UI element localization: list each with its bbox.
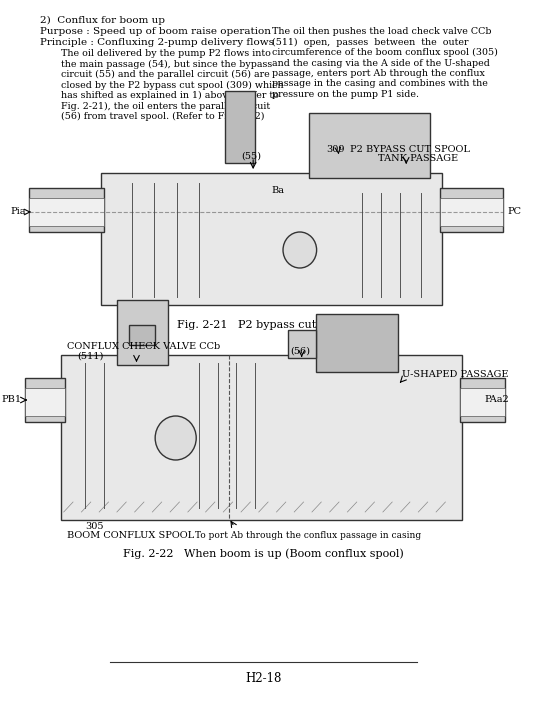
Text: (55): (55) (241, 152, 261, 161)
Bar (101, 173, 441, 305)
Text: passage in the casing and combines with the: passage in the casing and combines with … (272, 80, 488, 88)
Text: passage, enters port Ab through the conflux: passage, enters port Ab through the conf… (272, 69, 485, 78)
Text: Ba: Ba (272, 186, 285, 195)
Circle shape (155, 416, 196, 460)
Circle shape (283, 232, 316, 268)
Text: 2)  Conflux for boom up: 2) Conflux for boom up (40, 16, 165, 25)
Text: (56) from travel spool. (Refer to Fig. 2-22): (56) from travel spool. (Refer to Fig. 2… (61, 112, 265, 121)
Text: (511)  open,  passes  between  the  outer: (511) open, passes between the outer (272, 37, 468, 47)
Bar (460, 388, 505, 416)
Text: PAa2: PAa2 (484, 395, 509, 405)
Bar (288, 330, 316, 358)
Text: closed by the P2 bypass cut spool (309) which: closed by the P2 bypass cut spool (309) … (61, 81, 284, 90)
Text: the main passage (54), but since the bypass: the main passage (54), but since the byp… (61, 60, 272, 68)
Text: P2 BYPASS CUT SPOOL: P2 BYPASS CUT SPOOL (350, 145, 470, 154)
Bar (440, 198, 503, 226)
Text: The oil then pushes the load check valve CCb: The oil then pushes the load check valve… (272, 27, 492, 36)
Text: Principle : Confluxing 2-pump delivery flows: Principle : Confluxing 2-pump delivery f… (40, 38, 274, 47)
Text: 309: 309 (326, 145, 344, 154)
Text: (511): (511) (78, 352, 104, 361)
Text: (56): (56) (290, 347, 310, 356)
Text: TANK PASSAGE: TANK PASSAGE (378, 154, 458, 163)
Bar (440, 188, 503, 232)
Bar (309, 113, 431, 178)
Text: To port Ab through the conflux passage in casing: To port Ab through the conflux passage i… (195, 531, 421, 540)
Text: U-SHAPED PASSAGE: U-SHAPED PASSAGE (403, 370, 509, 379)
Bar (316, 314, 398, 372)
Text: has shifted as explained in 1) above (Refer to: has shifted as explained in 1) above (Re… (61, 91, 279, 100)
Text: CONFLUX CHECK VALVE CCb: CONFLUX CHECK VALVE CCb (66, 342, 220, 351)
Text: Purpose : Speed up of boom raise operation: Purpose : Speed up of boom raise operati… (40, 27, 271, 36)
Text: Pia: Pia (10, 208, 25, 216)
Text: PB1: PB1 (2, 395, 22, 405)
Bar (29, 198, 104, 226)
Bar (460, 378, 505, 422)
Text: The oil delivered by the pump P2 flows into: The oil delivered by the pump P2 flows i… (61, 49, 271, 58)
Text: 305: 305 (85, 522, 103, 531)
Text: and the casing via the A side of the U-shaped: and the casing via the A side of the U-s… (272, 58, 490, 68)
Text: PC: PC (507, 208, 521, 216)
Text: Fig. 2-21   P2 bypass cut valve: Fig. 2-21 P2 bypass cut valve (177, 320, 349, 330)
Bar (29, 188, 104, 232)
Text: Fig. 2-22   When boom is up (Boom conflux spool): Fig. 2-22 When boom is up (Boom conflux … (123, 548, 404, 559)
Bar (25, 388, 65, 416)
Bar (61, 355, 462, 520)
Text: H2-18: H2-18 (245, 672, 281, 685)
Bar (117, 300, 168, 365)
Text: circumference of the boom conflux spool (305): circumference of the boom conflux spool … (272, 48, 497, 57)
Bar (225, 91, 255, 163)
Text: circuit (55) and the parallel circuit (56) are: circuit (55) and the parallel circuit (5… (61, 70, 270, 79)
Bar (129, 325, 155, 345)
Text: pressure on the pump P1 side.: pressure on the pump P1 side. (272, 90, 419, 99)
Text: BOOM CONFLUX SPOOL: BOOM CONFLUX SPOOL (66, 531, 194, 540)
Text: Fig. 2-21), the oil enters the parallel circuit: Fig. 2-21), the oil enters the parallel … (61, 101, 270, 111)
Bar (25, 378, 65, 422)
